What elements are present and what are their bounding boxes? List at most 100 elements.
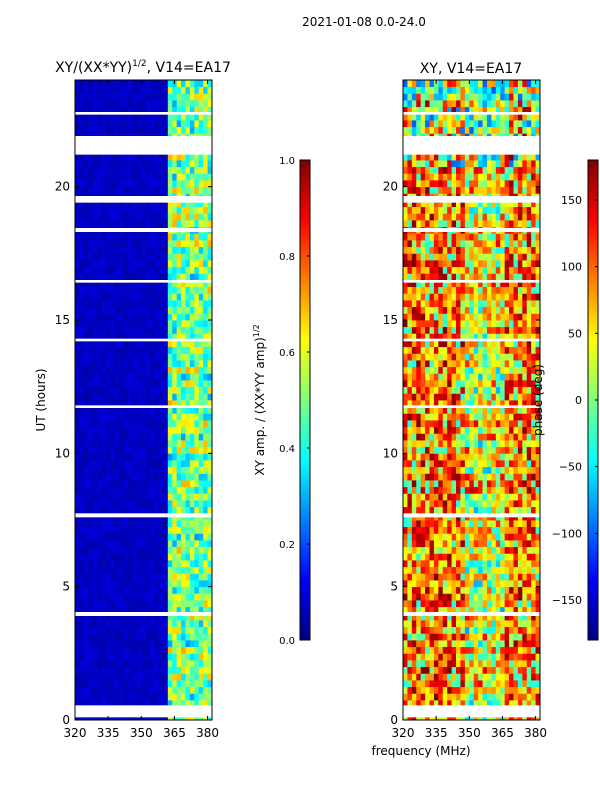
- heatmap-cell: [163, 206, 169, 214]
- heatmap-cell: [526, 453, 532, 461]
- heatmap-cell: [136, 486, 142, 494]
- heatmap-cell: [420, 360, 426, 368]
- heatmap-cell: [451, 480, 457, 488]
- heatmap-cell: [79, 420, 85, 428]
- heatmap-cell: [154, 360, 160, 368]
- heatmap-cell: [203, 613, 208, 621]
- heatmap-cell: [119, 93, 125, 101]
- heatmap-cell: [158, 646, 164, 654]
- heatmap-cell: [509, 640, 514, 648]
- heatmap-cell: [203, 426, 208, 434]
- heatmap-cell: [486, 633, 492, 641]
- heatmap-cell: [79, 366, 85, 374]
- heatmap-cell: [491, 500, 497, 508]
- heatmap-cell: [482, 480, 488, 488]
- heatmap-cell: [411, 460, 417, 468]
- heatmap-cell: [176, 620, 182, 628]
- heatmap-cell: [114, 213, 120, 221]
- heatmap-cell: [464, 333, 470, 341]
- heatmap-cell: [154, 380, 160, 388]
- heatmap-cell: [411, 420, 417, 428]
- heatmap-cell: [150, 306, 155, 314]
- heatmap-cell: [150, 266, 155, 274]
- heatmap-cell: [407, 593, 413, 601]
- heatmap-cell: [509, 333, 514, 341]
- heatmap-cell: [136, 460, 142, 468]
- heatmap-cell: [79, 493, 85, 501]
- heatmap-cell: [194, 206, 200, 214]
- heatmap-cell: [438, 686, 444, 694]
- heatmap-cell: [101, 333, 107, 341]
- heatmap-cell: [473, 373, 479, 381]
- heatmap-cell: [101, 273, 107, 281]
- heatmap-cell: [420, 426, 426, 434]
- heatmap-cell: [150, 480, 155, 488]
- heatmap-cell: [526, 340, 532, 348]
- heatmap-cell: [141, 600, 147, 608]
- heatmap-cell: [473, 640, 479, 648]
- heatmap-cell: [88, 620, 94, 628]
- heatmap-cell: [128, 93, 133, 101]
- heatmap-cell: [181, 293, 186, 301]
- heatmap-cell: [123, 640, 129, 648]
- heatmap-cell: [110, 213, 116, 221]
- heatmap-cell: [181, 646, 186, 654]
- heatmap-cell: [176, 500, 182, 508]
- heatmap-cell: [460, 660, 466, 668]
- heatmap-cell: [79, 533, 85, 541]
- heatmap-cell: [185, 700, 191, 708]
- heatmap-cell: [447, 486, 453, 494]
- heatmap-cell: [517, 493, 523, 501]
- heatmap-cell: [411, 540, 417, 548]
- heatmap-cell: [136, 646, 142, 654]
- heatmap-cell: [101, 480, 107, 488]
- heatmap-cell: [105, 526, 111, 534]
- heatmap-cell: [145, 180, 151, 188]
- heatmap-cell: [189, 266, 195, 274]
- heatmap-cell: [194, 100, 200, 108]
- heatmap-cell: [447, 446, 453, 454]
- heatmap-cell: [101, 680, 107, 688]
- heatmap-cell: [517, 520, 523, 528]
- heatmap-cell: [88, 593, 94, 601]
- heatmap-cell: [203, 573, 208, 581]
- heatmap-cell: [447, 440, 453, 448]
- heatmap-cell: [526, 406, 532, 414]
- heatmap-cell: [158, 346, 164, 354]
- heatmap-cell: [176, 100, 182, 108]
- heatmap-cell: [101, 606, 107, 614]
- heatmap-cell: [482, 500, 488, 508]
- heatmap-cell: [145, 380, 151, 388]
- figure-suptitle: 2021-01-08 0.0-24.0: [302, 15, 426, 29]
- heatmap-cell: [101, 260, 107, 268]
- heatmap-cell: [185, 346, 191, 354]
- heatmap-cell: [158, 386, 164, 394]
- heatmap-cell: [535, 306, 540, 314]
- heatmap-cell: [154, 686, 160, 694]
- heatmap-cell: [105, 246, 111, 254]
- heatmap-cell: [145, 166, 151, 174]
- heatmap-cell: [495, 386, 501, 394]
- panel1-heatmap: [75, 80, 212, 720]
- heatmap-cell: [163, 273, 169, 281]
- heatmap-cell: [198, 173, 204, 181]
- heatmap-cell: [526, 693, 532, 701]
- heatmap-cell: [163, 86, 169, 94]
- heatmap-cell: [83, 460, 89, 468]
- heatmap-cell: [407, 560, 413, 568]
- heatmap-cell: [407, 660, 413, 668]
- heatmap-cell: [154, 566, 160, 574]
- heatmap-cell: [425, 426, 430, 434]
- heatmap-cell: [203, 200, 208, 208]
- heatmap-cell: [456, 333, 461, 341]
- heatmap-cell: [141, 440, 147, 448]
- heatmap-cell: [491, 473, 497, 481]
- heatmap-cell: [119, 680, 125, 688]
- heatmap-cell: [75, 526, 80, 534]
- heatmap-cell: [101, 600, 107, 608]
- heatmap-cell: [447, 506, 453, 514]
- heatmap-cell: [167, 546, 173, 554]
- heatmap-cell: [451, 340, 457, 348]
- heatmap-cell: [83, 600, 89, 608]
- heatmap-cell: [150, 253, 155, 261]
